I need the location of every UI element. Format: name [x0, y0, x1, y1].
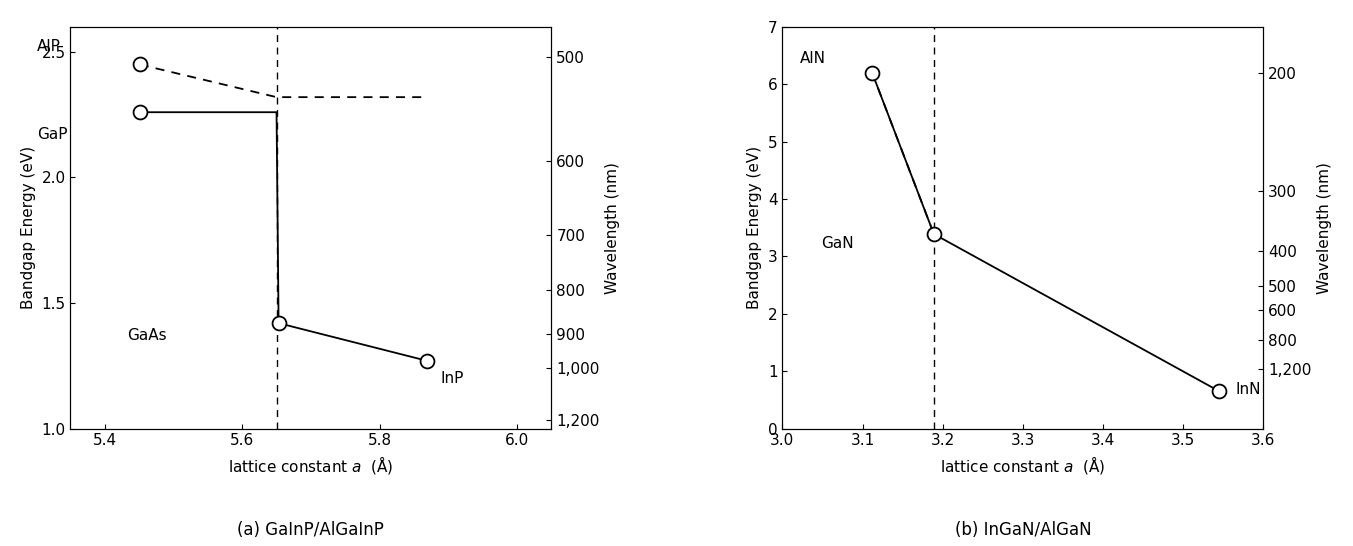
X-axis label: lattice constant $\mathbf{\mathit{a}}$  (Å): lattice constant $\mathbf{\mathit{a}}$ (…: [940, 454, 1105, 476]
Y-axis label: Wavelength (nm): Wavelength (nm): [1318, 162, 1333, 294]
Text: AlP: AlP: [37, 39, 61, 55]
Text: InN: InN: [1235, 382, 1261, 397]
Text: (b) InGaN/AlGaN: (b) InGaN/AlGaN: [954, 521, 1091, 539]
Y-axis label: Bandgap Energy (eV): Bandgap Energy (eV): [747, 146, 762, 309]
Y-axis label: Bandgap Energy (eV): Bandgap Energy (eV): [20, 146, 35, 309]
Text: (a) GaInP/AlGaInP: (a) GaInP/AlGaInP: [238, 521, 384, 539]
X-axis label: lattice constant $\mathbf{\mathit{a}}$  (Å): lattice constant $\mathbf{\mathit{a}}$ (…: [229, 454, 394, 476]
Text: GaAs: GaAs: [127, 328, 166, 343]
Text: GaP: GaP: [37, 127, 68, 143]
Text: AlN: AlN: [800, 51, 825, 66]
Text: InP: InP: [441, 371, 464, 386]
Text: GaN: GaN: [821, 236, 854, 251]
Y-axis label: Wavelength (nm): Wavelength (nm): [605, 162, 620, 294]
